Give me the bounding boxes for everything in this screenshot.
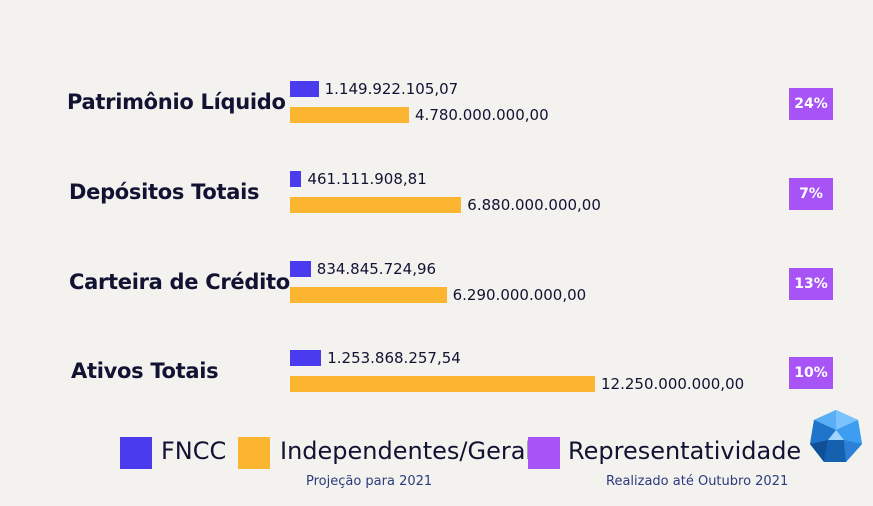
legend-label-fncc: FNCC: [161, 437, 227, 465]
value-label-fncc-ativos-totais: 1.253.868.257,54: [327, 349, 461, 367]
legend-label-representatividade: Representatividade: [568, 437, 802, 465]
value-label-fncc-patrimonio-liquido: 1.149.922.105,07: [324, 80, 459, 98]
legend-swatch-representatividade: [528, 437, 560, 469]
representatividade-badge-ativos-totais: 10%: [789, 357, 833, 389]
category-label-ativos-totais: Ativos Totais: [71, 359, 219, 383]
legend-swatch-fncc: [120, 437, 152, 469]
value-label-independentes-patrimonio-liquido: 4.780.000.000,00: [415, 106, 549, 124]
representatividade-badge-depositos-totais: 7%: [789, 178, 833, 210]
representatividade-badge-carteira-de-credito: 13%: [789, 268, 833, 300]
bar-fncc-ativos-totais: [290, 350, 322, 366]
category-label-depositos-totais: Depósitos Totais: [69, 180, 260, 204]
value-label-fncc-carteira-de-credito: 834.845.724,96: [316, 260, 437, 278]
value-label-independentes-ativos-totais: 12.250.000.000,00: [601, 375, 745, 393]
bar-independentes-patrimonio-liquido: [290, 107, 410, 123]
category-label-patrimonio-liquido: Patrimônio Líquido: [67, 90, 286, 114]
value-label-independentes-depositos-totais: 6.880.000.000,00: [467, 196, 601, 214]
legend-label-independentes: Independentes/Geral: [280, 437, 533, 465]
value-label-fncc-depositos-totais: 461.111.908,81: [307, 170, 427, 188]
category-label-carteira-de-credito: Carteira de Crédito: [69, 270, 290, 294]
bar-fncc-carteira-de-credito: [290, 261, 311, 277]
bar-fncc-patrimonio-liquido: [290, 81, 319, 97]
legend-swatch-independentes: [238, 437, 270, 469]
company-logo-icon: [810, 410, 862, 462]
footnote-realizado: Realizado até Outubro 2021: [606, 474, 789, 489]
bar-fncc-depositos-totais: [290, 171, 302, 187]
representatividade-badge-patrimonio-liquido: 24%: [789, 88, 833, 120]
bar-independentes-depositos-totais: [290, 197, 462, 213]
footnote-projecao: Projeção para 2021: [306, 474, 433, 489]
bar-independentes-ativos-totais: [290, 376, 596, 392]
bar-independentes-carteira-de-credito: [290, 287, 447, 303]
value-label-independentes-carteira-de-credito: 6.290.000.000,00: [452, 286, 587, 304]
